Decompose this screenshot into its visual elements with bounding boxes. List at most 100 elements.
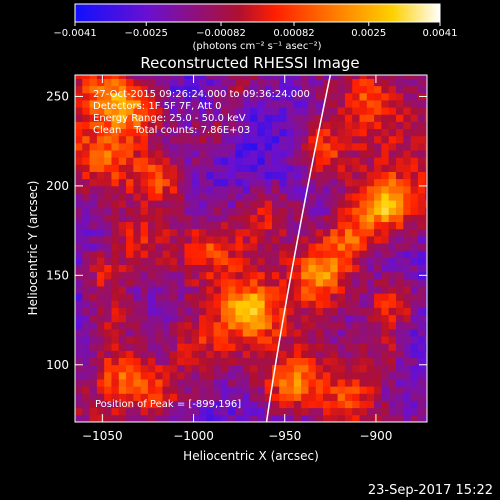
heatmap-cell — [147, 400, 156, 409]
heatmap-cell — [315, 307, 324, 316]
heatmap-cell — [89, 135, 98, 144]
heatmap-cell — [257, 214, 266, 223]
heatmap-cell — [410, 85, 419, 94]
heatmap-cell — [191, 128, 200, 137]
heatmap-cell — [89, 235, 98, 244]
heatmap-cell — [147, 193, 156, 201]
heatmap-cell — [155, 78, 163, 87]
heatmap-cell — [308, 336, 317, 344]
heatmap-cell — [417, 278, 426, 287]
heatmap-cell — [301, 321, 309, 330]
heatmap-cell — [257, 92, 266, 101]
heatmap-cell — [381, 185, 390, 194]
heatmap-cell — [381, 78, 390, 87]
heatmap-cell — [206, 228, 215, 237]
heatmap-cell — [199, 371, 207, 380]
heatmap-cell — [250, 114, 258, 122]
heatmap-cell — [206, 171, 215, 180]
heatmap-cell — [410, 193, 419, 201]
heatmap-cell — [206, 357, 215, 366]
heatmap-cell — [344, 357, 353, 366]
heatmap-cell — [359, 264, 368, 273]
heatmap-cell — [206, 336, 215, 344]
heatmap-cell — [213, 178, 222, 187]
heatmap-cell — [177, 300, 185, 308]
heatmap-cell — [111, 157, 120, 165]
heatmap-cell — [308, 150, 317, 158]
heatmap-cell — [279, 243, 287, 251]
heatmap-cell — [352, 314, 360, 323]
heatmap-cell — [177, 407, 185, 416]
heatmap-cell — [177, 228, 185, 237]
heatmap-cell — [147, 307, 156, 316]
heatmap-cell — [323, 185, 331, 194]
heatmap-cell — [359, 243, 368, 251]
heatmap-cell — [257, 142, 266, 151]
heatmap-cell — [220, 164, 229, 172]
heatmap-cell — [250, 100, 258, 108]
heatmap-cell — [126, 193, 134, 201]
heatmap-cell — [410, 214, 419, 223]
heatmap-cell — [155, 357, 163, 366]
heatmap-cell — [82, 357, 90, 366]
heatmap-cell — [104, 364, 112, 373]
heatmap-cell — [184, 235, 193, 244]
heatmap-cell — [337, 271, 346, 280]
heatmap-cell — [206, 364, 215, 373]
heatmap-cell — [286, 164, 295, 172]
heatmap-cell — [213, 171, 222, 180]
heatmap-cell — [199, 379, 207, 387]
heatmap-cell — [301, 78, 309, 87]
heatmap-cell — [388, 343, 397, 351]
heatmap-cell — [118, 286, 127, 294]
heatmap-cell — [323, 207, 331, 215]
heatmap-cell — [242, 407, 251, 416]
heatmap-cell — [133, 393, 142, 401]
heatmap-cell — [403, 142, 411, 151]
heatmap-cell — [264, 393, 273, 401]
x-tick-label: −1050 — [82, 429, 123, 443]
heatmap-cell — [352, 400, 360, 409]
heatmap-cell — [133, 235, 142, 244]
heatmap-cell — [162, 171, 171, 180]
heatmap-cell — [228, 307, 236, 316]
heatmap-cell — [410, 178, 419, 187]
heatmap-cell — [323, 386, 331, 394]
heatmap-cell — [323, 100, 331, 108]
heatmap-cell — [381, 364, 390, 373]
heatmap-cell — [213, 243, 222, 251]
heatmap-cell — [242, 307, 251, 316]
heatmap-cell — [191, 78, 200, 87]
heatmap-cell — [308, 121, 317, 130]
heatmap-cell — [388, 135, 397, 144]
heatmap-cell — [323, 328, 331, 337]
heatmap-cell — [395, 350, 404, 359]
heatmap-cell — [111, 321, 120, 330]
heatmap-cell — [250, 278, 258, 287]
heatmap-cell — [344, 157, 353, 165]
heatmap-cell — [301, 379, 309, 387]
heatmap-cell — [374, 293, 382, 301]
heatmap-cell — [111, 386, 120, 394]
heatmap-cell — [235, 379, 244, 387]
heatmap-cell — [337, 164, 346, 172]
heatmap-cell — [111, 328, 120, 337]
heatmap-cell — [96, 193, 105, 201]
heatmap-cell — [257, 200, 266, 208]
heatmap-cell — [220, 414, 229, 422]
heatmap-cell — [344, 121, 353, 130]
heatmap-cell — [395, 264, 404, 273]
heatmap-cell — [242, 264, 251, 273]
heatmap-cell — [388, 257, 397, 265]
heatmap-cell — [366, 142, 375, 151]
heatmap-cell — [96, 300, 105, 308]
heatmap-cell — [395, 75, 404, 79]
heatmap-cell — [264, 100, 273, 108]
heatmap-cell — [293, 128, 302, 137]
heatmap-cell — [126, 142, 134, 151]
heatmap-cell — [235, 200, 244, 208]
heatmap-cell — [293, 264, 302, 273]
heatmap-cell — [417, 85, 426, 94]
heatmap-cell — [140, 121, 149, 130]
